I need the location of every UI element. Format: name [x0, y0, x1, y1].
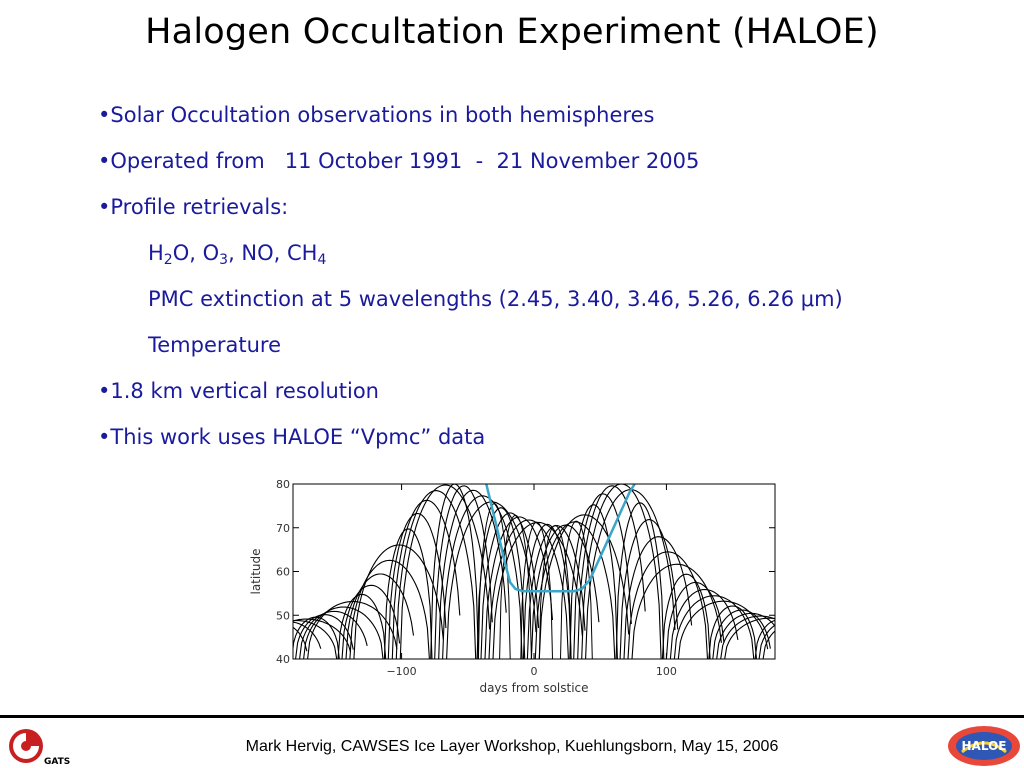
orbit-track — [477, 503, 511, 659]
x-tick-label: 100 — [656, 665, 677, 678]
temperature-line: Temperature — [148, 333, 282, 357]
orbit-track — [293, 618, 352, 653]
orbit-track — [480, 512, 540, 659]
orbit-track — [399, 484, 491, 659]
orbit-track — [581, 484, 662, 659]
orbit-track — [677, 600, 769, 659]
orbit-track — [293, 621, 322, 649]
bullet-operated: •Operated from 11 October 1991 - 21 Nove… — [98, 149, 700, 173]
orbit-track — [661, 573, 711, 659]
orbit-track — [484, 516, 554, 659]
footer-text: Mark Hervig, CAWSES Ice Layer Workshop, … — [245, 738, 779, 755]
orbit-track — [560, 520, 593, 659]
orbit-track — [383, 528, 433, 659]
orbit-track — [522, 523, 572, 659]
x-axis-ticks: −100 0 100 — [386, 484, 677, 678]
orbit-track — [349, 559, 430, 659]
y-tick-label: 70 — [276, 522, 290, 535]
species-no-ch: , NO, CH — [228, 241, 318, 265]
footer-divider — [0, 715, 1024, 718]
orbit-track — [673, 595, 755, 659]
species-ch-subscript: 4 — [317, 252, 327, 268]
y-axis-label: latitude — [249, 548, 263, 594]
orbit-tracks — [293, 484, 775, 659]
orbit-track — [303, 606, 384, 659]
orbit-track — [430, 484, 479, 659]
bullet-profile-retrievals: •Profile retrievals: — [98, 195, 289, 219]
gats-logo: GATS — [9, 729, 70, 767]
bullet-vertical-resolution: •1.8 km vertical resolution — [98, 379, 379, 403]
orbit-track — [345, 573, 415, 659]
y-tick-label: 40 — [276, 653, 290, 666]
y-tick-label: 50 — [276, 609, 290, 622]
orbit-track — [353, 544, 444, 659]
x-axis-label: days from solstice — [479, 681, 588, 695]
orbit-track — [538, 514, 630, 659]
y-axis-ticks: 40 50 60 70 80 — [276, 478, 775, 666]
gats-logo-text: GATS — [44, 757, 70, 767]
orbit-track — [762, 630, 775, 659]
species-o-subscript: 3 — [219, 252, 229, 268]
orbit-track — [438, 489, 507, 659]
orbit-track — [619, 519, 679, 659]
orbit-track — [754, 619, 775, 659]
haloe-logo-text: HALOE — [962, 739, 1007, 753]
bullet-vpmc-data: •This work uses HALOE “Vpmc” data — [98, 425, 486, 449]
orbit-track — [434, 485, 493, 659]
species-o: O, O — [172, 241, 220, 265]
orbit-track — [712, 609, 771, 659]
orbit-track — [341, 584, 401, 659]
slide-title: Halogen Occultation Experiment (HALOE) — [145, 12, 879, 52]
orbit-track — [293, 620, 338, 659]
pmc-extinction-line: PMC extinction at 5 wavelengths (2.45, 3… — [148, 287, 843, 311]
orbit-track — [391, 499, 461, 659]
orbit-track — [758, 624, 775, 659]
orbit-track — [615, 502, 665, 659]
species-h-subscript: 2 — [163, 252, 173, 268]
x-tick-label: 0 — [531, 665, 538, 678]
orbit-track — [724, 617, 775, 659]
orbit-track — [499, 514, 532, 659]
orbit-track — [720, 615, 775, 659]
orbit-track — [569, 504, 618, 659]
bullet-list: •Solar Occultation observations in both … — [98, 98, 978, 466]
orbit-track — [577, 485, 646, 659]
orbit-track — [530, 524, 600, 659]
y-tick-label: 60 — [276, 566, 290, 579]
orbit-track — [669, 588, 739, 659]
haloe-logo: HALOE — [948, 726, 1020, 766]
orbit-track — [395, 490, 477, 659]
orbit-track — [520, 521, 553, 659]
bullet-observations: •Solar Occultation observations in both … — [98, 103, 655, 127]
pmc-envelope-line — [485, 483, 636, 593]
latitude-chart: 40 50 60 70 80 −100 0 100 latitude days from s… — [249, 478, 776, 695]
species-line: H2O, O3, NO, CH4 — [98, 236, 978, 282]
orbit-track — [476, 507, 526, 659]
orbit-track — [716, 612, 775, 659]
y-tick-label: 80 — [276, 478, 290, 491]
orbit-track — [708, 605, 758, 659]
orbit-track — [665, 581, 725, 659]
species-h: H — [148, 241, 164, 265]
x-tick-label: −100 — [386, 665, 416, 678]
